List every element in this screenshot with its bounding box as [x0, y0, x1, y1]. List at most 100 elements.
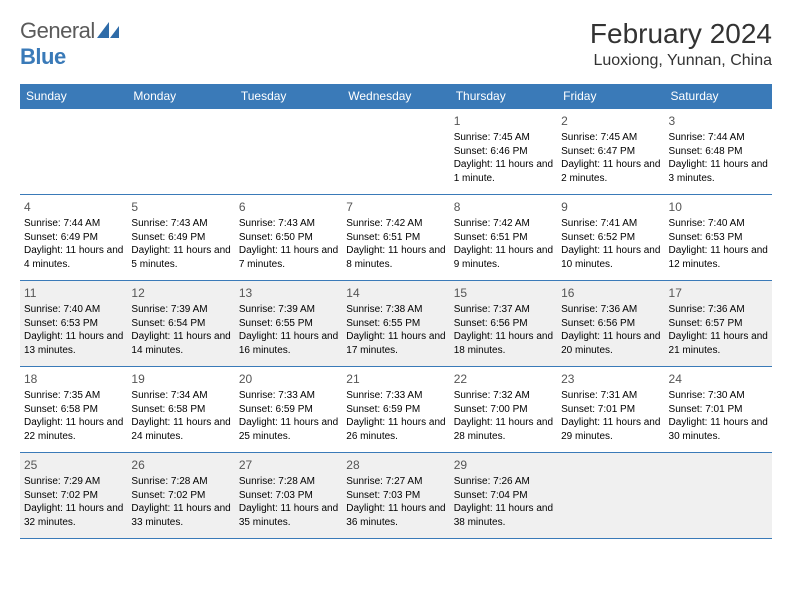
- sunset-line: Sunset: 7:02 PM: [24, 489, 123, 503]
- sunrise-line: Sunrise: 7:30 AM: [669, 389, 768, 403]
- daylight-line: Daylight: 11 hours and 14 minutes.: [131, 330, 230, 357]
- sunrise-line: Sunrise: 7:35 AM: [24, 389, 123, 403]
- day-header: Saturday: [665, 84, 772, 109]
- sunset-line: Sunset: 6:53 PM: [24, 317, 123, 331]
- sunset-line: Sunset: 6:57 PM: [669, 317, 768, 331]
- sunrise-line: Sunrise: 7:39 AM: [239, 303, 338, 317]
- sunset-line: Sunset: 6:50 PM: [239, 231, 338, 245]
- calendar-body: 1Sunrise: 7:45 AMSunset: 6:46 PMDaylight…: [20, 109, 772, 539]
- calendar-cell: 15Sunrise: 7:37 AMSunset: 6:56 PMDayligh…: [450, 281, 557, 367]
- sunrise-line: Sunrise: 7:29 AM: [24, 475, 123, 489]
- sunset-line: Sunset: 7:04 PM: [454, 489, 553, 503]
- sunset-line: Sunset: 7:03 PM: [346, 489, 445, 503]
- calendar-week: 25 Sunrise: 7:29 AMSunset: 7:02 PMDayligh…: [20, 453, 772, 539]
- calendar-cell: 27Sunrise: 7:28 AMSunset: 7:03 PMDayligh…: [235, 453, 342, 539]
- sunrise-line: Sunrise: 7:28 AM: [131, 475, 230, 489]
- sunrise-line: Sunrise: 7:38 AM: [346, 303, 445, 317]
- day-header: Monday: [127, 84, 234, 109]
- sunset-line: Sunset: 6:46 PM: [454, 145, 553, 159]
- daylight-line: Daylight: 11 hours and 7 minutes.: [239, 244, 338, 271]
- day-number: 7: [346, 199, 445, 215]
- day-number: 15: [454, 285, 553, 301]
- sunset-line: Sunset: 6:56 PM: [454, 317, 553, 331]
- daylight-line: Daylight: 11 hours and 16 minutes.: [239, 330, 338, 357]
- sunrise-line: Sunrise: 7:43 AM: [131, 217, 230, 231]
- calendar-cell: 6 Sunrise: 7:43 AMSunset: 6:50 PMDaylight…: [235, 195, 342, 281]
- calendar-cell: 20Sunrise: 7:33 AMSunset: 6:59 PMDayligh…: [235, 367, 342, 453]
- sunrise-line: Sunrise: 7:44 AM: [669, 131, 768, 145]
- calendar-cell: 8Sunrise: 7:42 AMSunset: 6:51 PMDaylight…: [450, 195, 557, 281]
- daylight-line: Daylight: 11 hours and 21 minutes.: [669, 330, 768, 357]
- sunrise-line: Sunrise: 7:34 AM: [131, 389, 230, 403]
- calendar-cell: [127, 109, 234, 195]
- calendar-cell: 14Sunrise: 7:38 AMSunset: 6:55 PMDayligh…: [342, 281, 449, 367]
- day-number: 17: [669, 285, 768, 301]
- sunset-line: Sunset: 6:49 PM: [131, 231, 230, 245]
- title-block: February 2024 Luoxiong, Yunnan, China: [590, 18, 772, 70]
- day-number: 20: [239, 371, 338, 387]
- sunrise-line: Sunrise: 7:33 AM: [346, 389, 445, 403]
- sunset-line: Sunset: 6:58 PM: [131, 403, 230, 417]
- header: General Blue February 2024 Luoxiong, Yun…: [20, 18, 772, 70]
- logo-text: General Blue: [20, 18, 119, 70]
- sunrise-line: Sunrise: 7:32 AM: [454, 389, 553, 403]
- day-number: 27: [239, 457, 338, 473]
- sunrise-line: Sunrise: 7:36 AM: [561, 303, 660, 317]
- sunrise-line: Sunrise: 7:45 AM: [454, 131, 553, 145]
- calendar-cell: 16Sunrise: 7:36 AMSunset: 6:56 PMDayligh…: [557, 281, 664, 367]
- day-number: 21: [346, 371, 445, 387]
- sunset-line: Sunset: 6:51 PM: [454, 231, 553, 245]
- day-number: 25: [24, 457, 123, 473]
- logo-word-2: Blue: [20, 44, 66, 69]
- daylight-line: Daylight: 11 hours and 10 minutes.: [561, 244, 660, 271]
- day-number: 2: [561, 113, 660, 129]
- logo-sail-icon: [97, 18, 119, 44]
- calendar-cell: 13Sunrise: 7:39 AMSunset: 6:55 PMDayligh…: [235, 281, 342, 367]
- calendar-cell: [20, 109, 127, 195]
- daylight-line: Daylight: 11 hours and 29 minutes.: [561, 416, 660, 443]
- sunset-line: Sunset: 7:01 PM: [561, 403, 660, 417]
- daylight-line: Daylight: 11 hours and 8 minutes.: [346, 244, 445, 271]
- sunset-line: Sunset: 6:55 PM: [239, 317, 338, 331]
- calendar-week: 1Sunrise: 7:45 AMSunset: 6:46 PMDaylight…: [20, 109, 772, 195]
- day-number: 26: [131, 457, 230, 473]
- location: Luoxiong, Yunnan, China: [590, 52, 772, 70]
- calendar-cell: 29Sunrise: 7:26 AMSunset: 7:04 PMDayligh…: [450, 453, 557, 539]
- day-header-row: SundayMondayTuesdayWednesdayThursdayFrid…: [20, 84, 772, 109]
- sunset-line: Sunset: 6:52 PM: [561, 231, 660, 245]
- day-number: 24: [669, 371, 768, 387]
- calendar-week: 4Sunrise: 7:44 AMSunset: 6:49 PMDaylight…: [20, 195, 772, 281]
- daylight-line: Daylight: 11 hours and 3 minutes.: [669, 158, 768, 185]
- daylight-line: Daylight: 11 hours and 12 minutes.: [669, 244, 768, 271]
- day-number: 18: [24, 371, 123, 387]
- month-title: February 2024: [590, 18, 772, 50]
- sunrise-line: Sunrise: 7:28 AM: [239, 475, 338, 489]
- day-header: Sunday: [20, 84, 127, 109]
- calendar-cell: 17 Sunrise: 7:36 AMSunset: 6:57 PMDayligh…: [665, 281, 772, 367]
- sunrise-line: Sunrise: 7:36 AM: [669, 303, 768, 317]
- calendar-cell: 10Sunrise: 7:40 AMSunset: 6:53 PMDayligh…: [665, 195, 772, 281]
- sunset-line: Sunset: 6:48 PM: [669, 145, 768, 159]
- daylight-line: Daylight: 11 hours and 32 minutes.: [24, 502, 123, 529]
- sunrise-line: Sunrise: 7:33 AM: [239, 389, 338, 403]
- sunset-line: Sunset: 6:59 PM: [239, 403, 338, 417]
- calendar-cell: 24Sunrise: 7:30 AMSunset: 7:01 PMDayligh…: [665, 367, 772, 453]
- calendar-cell: [342, 109, 449, 195]
- calendar-cell: 1Sunrise: 7:45 AMSunset: 6:46 PMDaylight…: [450, 109, 557, 195]
- sunset-line: Sunset: 6:55 PM: [346, 317, 445, 331]
- day-header: Thursday: [450, 84, 557, 109]
- calendar-week: 11Sunrise: 7:40 AMSunset: 6:53 PMDayligh…: [20, 281, 772, 367]
- sunrise-line: Sunrise: 7:40 AM: [24, 303, 123, 317]
- sunrise-line: Sunrise: 7:37 AM: [454, 303, 553, 317]
- day-number: 22: [454, 371, 553, 387]
- calendar-cell: [665, 453, 772, 539]
- day-number: 6: [239, 199, 338, 215]
- sunset-line: Sunset: 6:54 PM: [131, 317, 230, 331]
- day-number: 19: [131, 371, 230, 387]
- sunset-line: Sunset: 7:00 PM: [454, 403, 553, 417]
- daylight-line: Daylight: 11 hours and 17 minutes.: [346, 330, 445, 357]
- sunrise-line: Sunrise: 7:43 AM: [239, 217, 338, 231]
- logo: General Blue: [20, 18, 119, 70]
- sunrise-line: Sunrise: 7:45 AM: [561, 131, 660, 145]
- calendar-cell: 19Sunrise: 7:34 AMSunset: 6:58 PMDayligh…: [127, 367, 234, 453]
